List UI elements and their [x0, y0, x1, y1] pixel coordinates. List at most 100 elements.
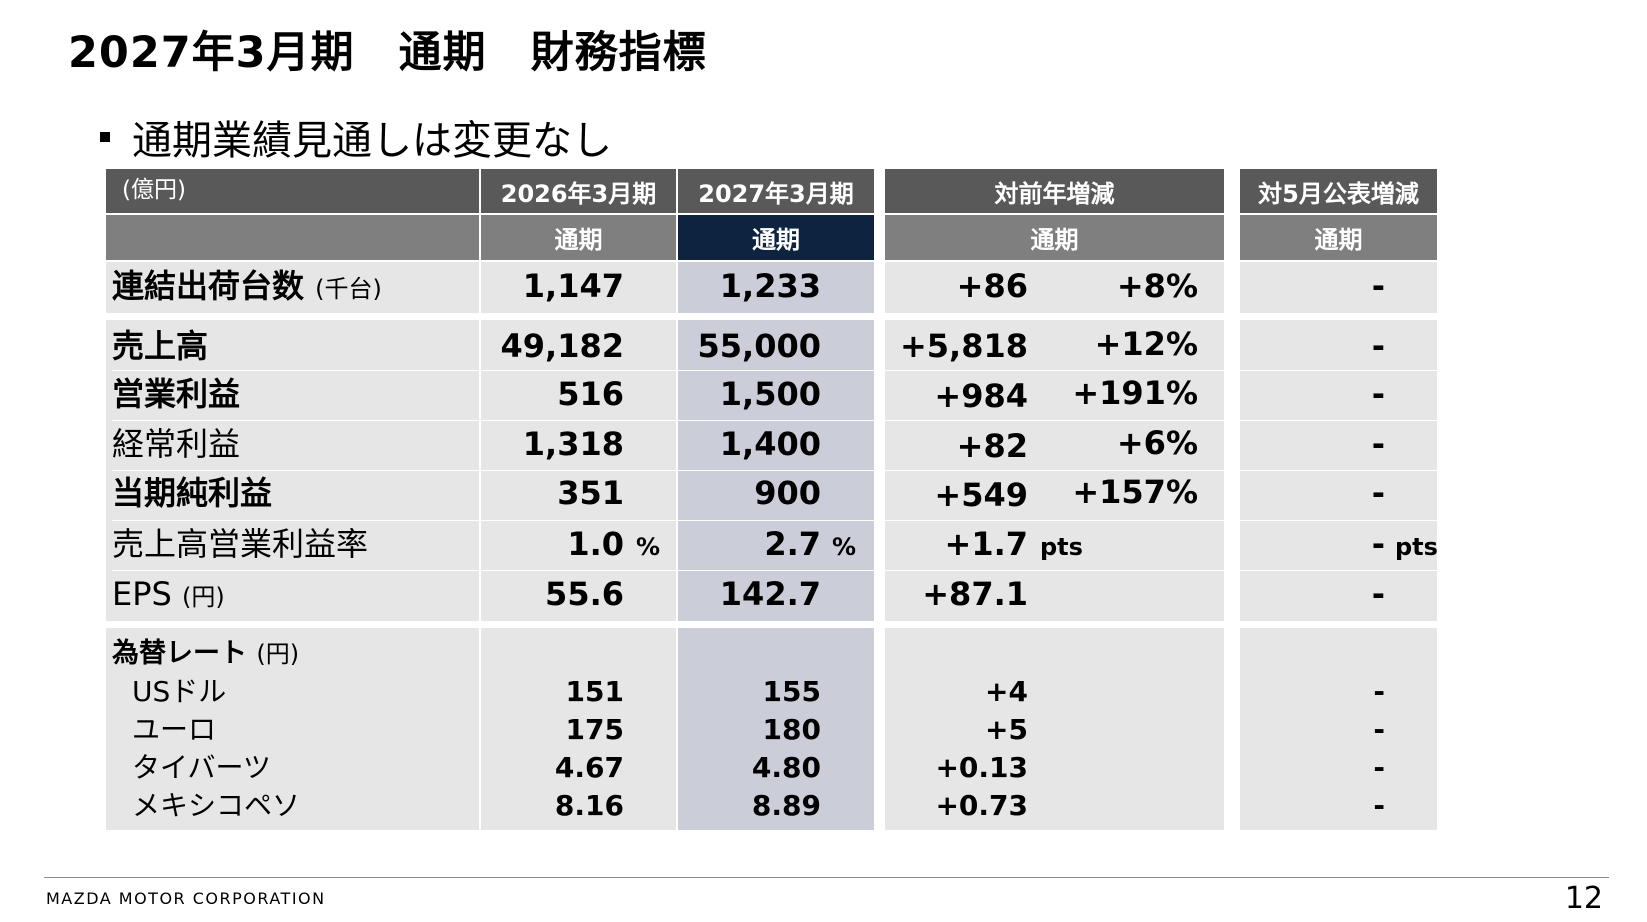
- row-unit: (円): [182, 583, 225, 611]
- subheader-yoy-text: 通期: [1030, 226, 1079, 254]
- header-may-text: 対5月公表増減: [1258, 179, 1419, 208]
- cell-fy2026: 1,318: [522, 425, 624, 463]
- row-divider: [112, 370, 1437, 371]
- cell-yoy: +87.1: [922, 575, 1028, 613]
- cell-fy2026: 55.6: [545, 575, 624, 613]
- cell-fy2027: 1,500: [719, 375, 821, 413]
- cell-yoy-pct: +157%: [1072, 473, 1198, 511]
- row-label: 経常利益: [112, 425, 241, 463]
- cell-fy2027: 1,233: [719, 267, 821, 305]
- fx-row-label: USドル: [132, 675, 227, 708]
- summary-bullet: 通期業績見通しは変更なし: [100, 108, 612, 166]
- cell-fy2027: 2.7: [764, 525, 821, 563]
- cell-yoy: +549: [934, 476, 1028, 514]
- page-title: 2027年3月期 通期 財務指標: [68, 28, 707, 78]
- section-fx-fy2027: [678, 628, 874, 830]
- subheader-fy2026-text: 通期: [554, 226, 603, 254]
- fx-unit: (円): [256, 640, 300, 668]
- cell-may: -: [1373, 675, 1385, 708]
- fx-row-label: メキシコペソ: [132, 789, 301, 822]
- fx-row-label: タイバーツ: [132, 751, 271, 784]
- cell-fy2026: 8.16: [554, 789, 624, 822]
- cell-yoy: +1.7: [944, 525, 1029, 563]
- cell-fy2027: 142.7: [719, 575, 821, 613]
- cell-fy2026: 351: [557, 474, 624, 512]
- cell-may: -: [1373, 713, 1385, 746]
- section-shipments-fy2026: [481, 262, 676, 313]
- summary-text: 通期業績見通しは変更なし: [132, 118, 612, 164]
- cell-fy2027: 8.89: [751, 789, 821, 822]
- fx-row-label: ユーロ: [132, 713, 217, 746]
- header-yoy: 対前年増減: [885, 169, 1224, 213]
- section-fx-may: [1240, 628, 1437, 830]
- cell-yoy: +5: [985, 713, 1028, 746]
- cell-yoy-pct: +191%: [1072, 374, 1198, 412]
- cell-may: -: [1371, 575, 1385, 613]
- header-yoy-text: 対前年増減: [994, 179, 1115, 208]
- unit-label: (億円): [122, 177, 186, 203]
- section-fx-fy2026: [481, 628, 676, 830]
- cell-yoy: +0.73: [935, 789, 1028, 822]
- row-label: EPS (円): [112, 578, 225, 610]
- cell-fy2027: 900: [754, 474, 821, 512]
- cell-fy2026: 175: [565, 713, 624, 746]
- cell-may: -: [1371, 375, 1385, 413]
- header-fy2026-text: 2026年3月期: [500, 179, 657, 208]
- section-fx-yoy: [885, 628, 1224, 830]
- cell-fy2027: 4.80: [751, 751, 821, 784]
- bullet-marker: [100, 132, 110, 142]
- cell-fy2027: 155: [762, 675, 821, 708]
- cell-fy2026: 4.67: [554, 751, 624, 784]
- fx-label: 為替レート (円): [112, 640, 299, 667]
- percent-sign: %: [636, 533, 661, 561]
- pts-unit: pts: [1040, 533, 1083, 561]
- section-shipments-may: [1240, 262, 1437, 313]
- cell-may: -: [1371, 327, 1385, 365]
- cell-fy2027: 180: [762, 713, 821, 746]
- subheader-fy2026: 通期: [481, 215, 676, 260]
- percent-sign: %: [832, 533, 857, 561]
- cell-yoy: +5,818: [899, 327, 1028, 365]
- row-label: 営業利益: [112, 375, 241, 413]
- cell-fy2026: 49,182: [500, 327, 624, 365]
- cell-may: -: [1371, 474, 1385, 512]
- section-fx-label: [106, 628, 479, 830]
- cell-yoy: +4: [985, 675, 1028, 708]
- cell-may: -: [1371, 525, 1385, 563]
- row-label-text: 連結出荷台数: [112, 267, 305, 305]
- cell-yoy-pct: +8%: [1116, 267, 1198, 305]
- row-divider: [112, 470, 1437, 471]
- cell-may: -: [1371, 267, 1385, 305]
- subheader-label-cell: [106, 215, 479, 260]
- cell-may: -: [1373, 789, 1385, 822]
- cell-yoy-pct: +6%: [1116, 424, 1198, 462]
- cell-yoy: +0.13: [935, 751, 1028, 784]
- cell-may: -: [1371, 425, 1385, 463]
- page-number: 12: [1564, 881, 1603, 916]
- subheader-may: 通期: [1240, 215, 1437, 260]
- subheader-fy2027-text: 通期: [752, 226, 800, 254]
- header-label-cell: (億円): [106, 169, 479, 213]
- header-fy2027: 2027年3月期: [678, 169, 874, 213]
- cell-yoy: +86: [956, 267, 1028, 305]
- cell-fy2026: 1.0: [567, 525, 624, 563]
- cell-fy2026: 151: [565, 675, 624, 708]
- company-name: MAZDA MOTOR CORPORATION: [46, 889, 326, 908]
- cell-fy2027: 55,000: [697, 327, 821, 365]
- header-fy2026: 2026年3月期: [481, 169, 676, 213]
- cell-fy2026: 1,147: [522, 267, 624, 305]
- row-label: 当期純利益: [112, 474, 273, 512]
- pts-unit: pts: [1395, 533, 1438, 561]
- cell-fy2027: 1,400: [719, 425, 821, 463]
- cell-may: -: [1373, 751, 1385, 784]
- row-divider: [112, 520, 1437, 521]
- row-divider: [112, 570, 1437, 571]
- section-shipments-fy2027: [678, 262, 874, 313]
- cell-yoy: +82: [956, 427, 1028, 465]
- row-label: 連結出荷台数 (千台): [112, 270, 382, 302]
- row-label-text: EPS: [112, 575, 172, 613]
- subheader-may-text: 通期: [1314, 226, 1363, 254]
- footer-divider: [44, 877, 1609, 878]
- row-divider: [112, 420, 1437, 421]
- section-shipments-label: [106, 262, 479, 313]
